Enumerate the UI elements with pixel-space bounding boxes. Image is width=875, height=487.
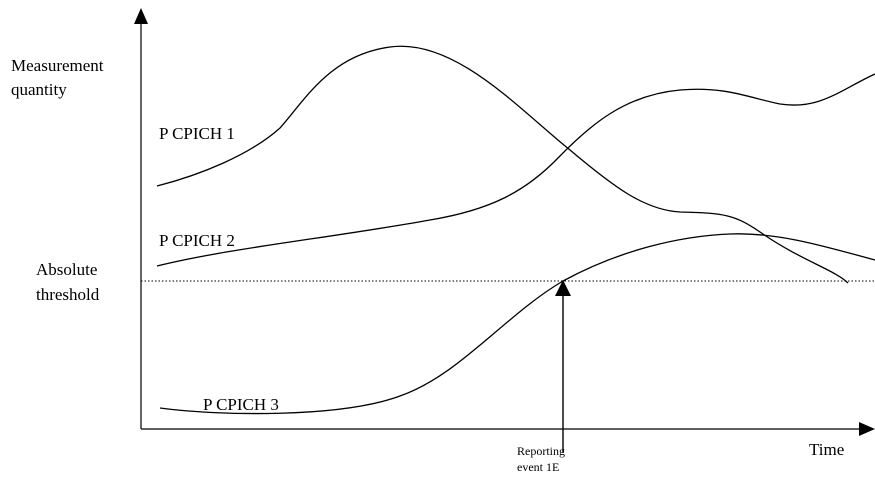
curve-p-cpich-3: [159, 233, 875, 415]
curve-label-p-cpich-1: P CPICH 1: [159, 124, 235, 143]
y-axis-label-line-1: Measurement: [11, 56, 104, 75]
curve-p-cpich-1: [156, 45, 849, 284]
y-axis-label-line-2: quantity: [11, 80, 67, 99]
x-axis-arrowhead: [859, 422, 875, 436]
curve-p-cpich-2: [156, 73, 875, 267]
threshold-label-line-1: Absolute: [36, 260, 98, 279]
y-axis-arrowhead: [134, 8, 148, 24]
curve-label-p-cpich-2: P CPICH 2: [159, 231, 235, 250]
x-axis-label: Time: [809, 440, 845, 459]
event-marker-arrowhead: [555, 280, 571, 296]
event-label-line-1: Reporting: [517, 444, 565, 458]
curve-label-p-cpich-3: P CPICH 3: [203, 395, 279, 414]
threshold-label-line-2: threshold: [36, 285, 100, 304]
event-label-line-2: event 1E: [517, 460, 560, 474]
